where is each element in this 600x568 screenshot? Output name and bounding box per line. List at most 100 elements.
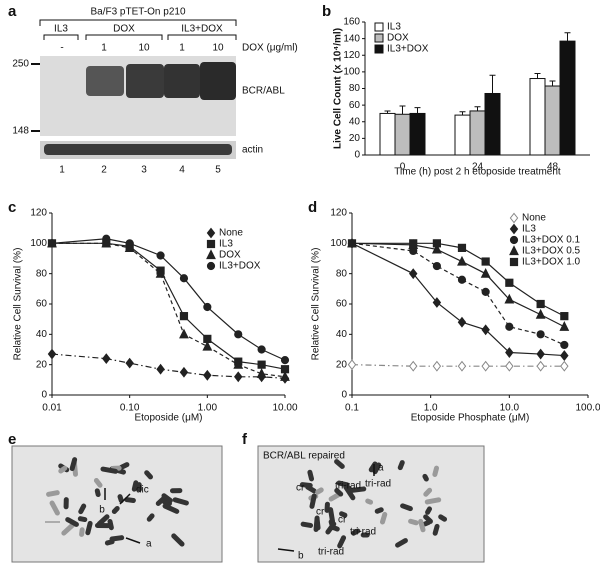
y-tick-label: 80 <box>349 83 361 94</box>
micrograph-label: dic <box>136 485 149 496</box>
marker <box>179 312 189 321</box>
marker <box>560 350 569 361</box>
group-label: IL3+DOX <box>181 24 223 35</box>
lane-number: 3 <box>141 165 147 176</box>
legend-label: IL3+DOX 0.1 <box>522 235 581 246</box>
marker <box>505 322 514 331</box>
micrograph-label: tri-rad <box>318 547 344 558</box>
chromosome <box>93 478 103 488</box>
marker <box>536 348 545 360</box>
chromosome <box>111 505 120 514</box>
panel-label: d <box>308 199 317 216</box>
marker <box>203 369 212 381</box>
marker <box>155 267 166 278</box>
marker <box>481 287 490 296</box>
legend-label: IL3+DOX <box>219 261 261 272</box>
bar <box>559 40 576 156</box>
y-tick-label: 60 <box>349 100 361 111</box>
x-tick-label: 1.0 <box>424 403 438 414</box>
marker <box>536 299 545 309</box>
chromosome <box>337 535 347 549</box>
legend-label: None <box>219 228 243 239</box>
x-tick-label: 10.0 <box>500 403 520 414</box>
marker <box>432 261 441 271</box>
band <box>44 144 232 155</box>
bar <box>484 92 501 156</box>
y-tick-label: 40 <box>336 329 348 340</box>
chromosome <box>395 538 408 548</box>
chromosome <box>299 482 313 488</box>
micrograph-title: BCR/ABL repaired <box>263 451 345 462</box>
marker <box>179 328 189 339</box>
legend-label: None <box>522 213 546 224</box>
chromosome <box>360 532 370 538</box>
panel-label: f <box>242 431 248 448</box>
marker <box>481 257 490 266</box>
marker <box>481 324 490 336</box>
chromosome <box>432 465 440 477</box>
series-line <box>351 364 565 367</box>
error-bar <box>549 80 556 87</box>
chromosome <box>300 521 314 528</box>
band <box>200 62 236 100</box>
western-blot: Ba/F3 pTET-On p210 IL3 DOX IL3+DOX - 1 1… <box>12 7 297 176</box>
marker <box>408 268 418 280</box>
legend-label: IL3+DOX <box>387 44 429 55</box>
chromosome <box>65 517 79 527</box>
error-bar <box>384 110 391 114</box>
marker <box>206 227 216 239</box>
legend-label: IL3 <box>522 224 536 235</box>
bar <box>454 114 471 156</box>
marker <box>206 239 216 249</box>
micrograph <box>11 445 223 563</box>
y-tick-label: 0 <box>41 390 47 401</box>
marker <box>280 356 290 365</box>
marker <box>432 297 442 308</box>
marker <box>347 359 357 371</box>
chromosome <box>418 518 426 533</box>
marker <box>257 345 266 354</box>
chromosome <box>397 460 405 471</box>
marker <box>432 360 442 372</box>
legend-label: IL3+DOX 0.5 <box>522 246 581 257</box>
size-marker: 250 <box>12 59 29 70</box>
lane-number: 2 <box>101 165 107 176</box>
arrow <box>277 548 295 552</box>
chromosome <box>423 514 433 524</box>
y-tick-label: 0 <box>354 150 360 161</box>
marker <box>457 255 467 266</box>
chromosome <box>100 466 119 474</box>
chromosome <box>368 461 378 473</box>
legend-swatch <box>374 44 384 54</box>
marker <box>179 366 189 378</box>
marker <box>206 261 216 271</box>
marker <box>505 347 514 358</box>
chromosome <box>422 473 429 482</box>
chromosome <box>334 459 345 469</box>
y-tick-label: 20 <box>336 359 348 370</box>
chromosome <box>169 488 183 494</box>
chromosome <box>49 500 60 516</box>
chromosome <box>408 518 419 526</box>
band <box>126 64 164 98</box>
chromosome <box>85 520 93 536</box>
marker <box>559 321 570 331</box>
panel-label: a <box>8 3 17 20</box>
y-axis-label: Live Cell Count (x 10⁴/ml) <box>333 28 344 149</box>
marker <box>457 360 467 372</box>
chromosome <box>161 493 173 503</box>
y-tick-label: 40 <box>36 329 48 340</box>
bracket <box>43 34 237 40</box>
chromosome <box>63 497 69 510</box>
legend-label: IL3 <box>219 239 233 250</box>
marker <box>480 267 491 278</box>
chromosome <box>334 488 344 497</box>
dose: 10 <box>212 43 224 54</box>
chromosome <box>425 506 432 515</box>
marker <box>504 293 515 304</box>
marker <box>47 239 57 248</box>
chromosome <box>162 503 180 514</box>
marker <box>203 302 212 312</box>
error-bar <box>399 105 406 115</box>
